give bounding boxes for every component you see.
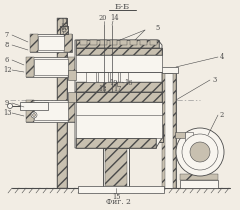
Bar (103, 148, 129, 188)
Bar (38, 36, 64, 50)
Text: 2: 2 (220, 111, 224, 119)
Text: 20: 20 (99, 14, 107, 22)
Bar (76, 82, 162, 92)
Text: Фиг. 2: Фиг. 2 (106, 198, 130, 206)
Bar (110, 40, 117, 45)
Bar (153, 126, 163, 142)
Bar (76, 48, 162, 55)
Bar (80, 40, 87, 45)
Bar (68, 92, 76, 102)
Bar (76, 138, 156, 148)
Bar (68, 70, 76, 80)
Bar (34, 102, 68, 120)
Circle shape (182, 134, 218, 170)
Bar (100, 40, 107, 45)
Text: 10: 10 (60, 24, 68, 32)
Text: 8: 8 (5, 41, 9, 49)
Text: Б-Б: Б-Б (114, 3, 130, 11)
Circle shape (176, 128, 224, 176)
Bar (175, 132, 185, 138)
Bar (120, 40, 127, 45)
Text: 4: 4 (220, 53, 224, 61)
Text: 15: 15 (112, 193, 120, 201)
Bar (57, 18, 67, 188)
Bar (30, 34, 72, 52)
Polygon shape (75, 40, 162, 92)
Bar (20, 102, 48, 110)
Bar (180, 180, 218, 188)
Bar (153, 126, 163, 142)
Bar (162, 73, 165, 188)
Bar (140, 40, 147, 45)
Circle shape (31, 112, 37, 118)
Bar (76, 48, 162, 55)
Bar (86, 72, 96, 82)
Text: 17: 17 (113, 85, 121, 93)
Circle shape (7, 104, 12, 109)
Text: 6: 6 (5, 56, 9, 64)
Text: 12: 12 (3, 66, 11, 74)
Bar (30, 34, 38, 52)
Bar (57, 18, 67, 188)
Bar (26, 57, 34, 77)
Text: 19: 19 (109, 79, 117, 87)
Bar (78, 186, 164, 193)
Bar (150, 40, 157, 45)
Bar (34, 59, 68, 75)
Text: 7: 7 (5, 31, 9, 39)
Bar (76, 40, 159, 48)
Text: 5: 5 (156, 24, 160, 32)
Bar (76, 82, 162, 92)
Bar (162, 73, 176, 188)
Text: 3: 3 (213, 76, 217, 84)
Text: 9: 9 (5, 99, 9, 107)
Circle shape (190, 142, 210, 162)
Bar (98, 72, 108, 82)
Bar (180, 174, 218, 180)
Bar (90, 40, 97, 45)
Bar (68, 100, 76, 122)
Circle shape (32, 113, 36, 117)
Bar (120, 72, 128, 82)
Bar (76, 40, 159, 48)
Text: 14: 14 (111, 14, 119, 22)
Bar (76, 138, 156, 148)
Bar (26, 100, 34, 122)
Bar (68, 57, 76, 77)
Bar (110, 72, 118, 82)
Bar (185, 132, 193, 156)
Bar (103, 148, 129, 188)
Text: 16: 16 (124, 79, 132, 87)
Bar (64, 34, 72, 52)
Bar (60, 26, 68, 34)
Bar (130, 40, 137, 45)
Bar (160, 67, 178, 73)
Text: 18: 18 (98, 85, 106, 93)
Bar (22, 103, 46, 109)
Bar (105, 148, 127, 186)
Bar (26, 57, 76, 77)
Bar (76, 92, 162, 102)
Bar (76, 102, 162, 138)
Text: 13: 13 (3, 109, 11, 117)
Bar (173, 73, 176, 188)
Bar (76, 92, 162, 102)
Text: 11: 11 (60, 18, 68, 26)
Circle shape (62, 28, 66, 32)
Bar (57, 18, 67, 188)
Bar (76, 48, 162, 72)
Polygon shape (75, 92, 162, 148)
Bar (26, 100, 76, 122)
Bar (60, 26, 68, 34)
